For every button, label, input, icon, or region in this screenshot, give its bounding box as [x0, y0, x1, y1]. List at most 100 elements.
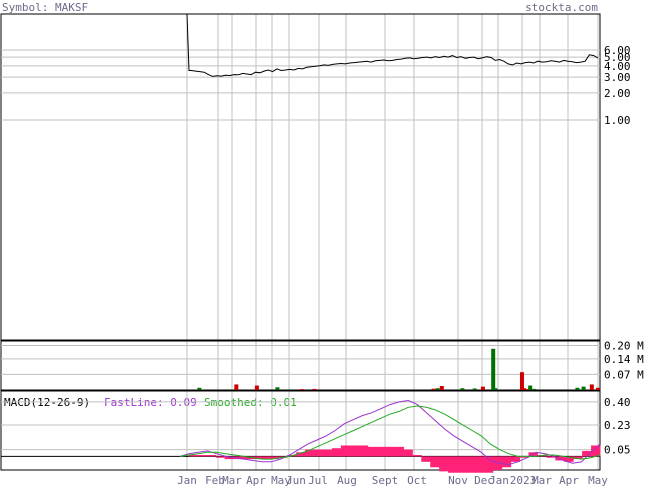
x-tick-label: May: [588, 474, 608, 486]
macd-histogram-bar: [564, 456, 574, 462]
macd-histogram-bar: [430, 456, 440, 468]
macd-histogram-bar: [331, 448, 342, 457]
x-tick-label: Feb: [205, 474, 225, 486]
price-tick-label: 6.00: [604, 44, 631, 57]
volume-bar: [431, 388, 436, 390]
macd-histogram-bar: [403, 449, 413, 457]
macd-smoothed-line: [179, 405, 601, 460]
macd-histogram-bar: [510, 456, 521, 462]
volume-bar: [254, 385, 259, 390]
volume-bar: [575, 387, 580, 390]
macd-histogram-bar: [483, 456, 494, 473]
macd-title: MACD(12-26-9): [4, 396, 90, 409]
volume-bar: [300, 389, 305, 390]
macd-histogram-bar: [215, 456, 226, 458]
symbol-label: Symbol: MAKSF: [2, 1, 88, 14]
macd-histogram-bar: [465, 456, 476, 473]
macd-histogram-bar: [242, 456, 252, 460]
volume-bar: [589, 384, 594, 390]
macd-histogram-bar: [224, 456, 235, 460]
macd-tick-label: 0.40: [604, 396, 631, 409]
x-tick-label: Oct: [407, 474, 427, 486]
macd-histogram-bar: [188, 455, 199, 457]
volume-bar: [460, 388, 465, 390]
price-series-line: [186, 13, 599, 77]
macd-histogram-bar: [546, 456, 556, 458]
volume-panel: 0.20 M0.14 M 0.07 M: [0, 339, 644, 391]
volume-bar: [480, 386, 485, 390]
macd-histogram-bar: [322, 449, 333, 457]
volume-bar: [472, 388, 477, 390]
macd-histogram-bar: [573, 456, 583, 460]
price-tick-label: 3.00: [604, 71, 631, 84]
macd-histogram-bar: [385, 446, 395, 457]
volume-frame: [0, 340, 601, 391]
x-tick-label: Jun: [286, 474, 306, 486]
macd-histogram-bar: [367, 446, 378, 457]
x-tick-label: Apr: [559, 474, 579, 486]
volume-tick-label: 0.07 M: [604, 368, 644, 381]
site-label[interactable]: stockta.com: [525, 1, 598, 14]
volume-tick-label: 0.14 M: [604, 353, 644, 366]
price-tick-label: 4.00: [604, 60, 631, 73]
volume-bar: [439, 385, 444, 390]
macd-histogram-bar: [474, 456, 485, 473]
macd-histogram-bar: [314, 449, 324, 457]
volume-bar: [493, 388, 498, 390]
macd-histogram-bar: [501, 456, 512, 468]
macd-histogram-bar: [519, 456, 530, 458]
macd-histogram-bar: [421, 456, 431, 462]
volume-bar: [275, 387, 280, 390]
x-tick-label: Sept: [372, 474, 399, 486]
x-tick-label: Dec: [474, 474, 494, 486]
volume-bar: [532, 388, 537, 390]
macd-histogram-bar: [457, 456, 467, 473]
macd-histogram-bar: [340, 445, 351, 457]
macd-histogram-bar: [591, 445, 601, 457]
macd-histogram-bar: [412, 455, 422, 457]
volume-bar: [519, 372, 524, 390]
volume-bar: [435, 388, 440, 390]
macd-histogram-bar: [206, 455, 217, 457]
volume-bar: [596, 387, 600, 390]
x-tick-label: Mar: [222, 474, 242, 486]
volume-bar: [312, 388, 317, 390]
price-tick-label: 5.00: [604, 51, 631, 64]
macd-histogram-bar: [296, 452, 306, 457]
macd-histogram-bar: [439, 456, 449, 472]
price-frame: [0, 13, 601, 341]
macd-histogram-bar: [358, 445, 369, 457]
x-tick-label: Nov: [448, 474, 468, 486]
volume-bar: [522, 388, 527, 390]
x-tick-label: Jan: [177, 474, 197, 486]
macd-panel: MACD(12-26-9) FastLine: 0.09 Smoothed: 0…: [0, 390, 631, 473]
volume-bar: [526, 389, 531, 390]
macd-histogram-bar: [448, 456, 458, 473]
macd-histogram-bar: [260, 456, 270, 460]
price-tick-label: 1.00: [604, 114, 631, 127]
x-tick-label: Aug: [337, 474, 357, 486]
macd-tick-label: 0.05: [604, 444, 631, 457]
macd-histogram-bar: [394, 446, 404, 457]
macd-smooth-label: Smoothed: 0.01: [204, 396, 297, 409]
x-tick-label: Apr: [246, 474, 266, 486]
macd-histogram-bar: [305, 449, 315, 457]
volume-bar: [581, 386, 586, 390]
macd-tick-label: 0.23: [604, 419, 631, 432]
x-tick-label: 2023: [510, 474, 537, 486]
price-panel: 6.005.004.003.00 2.00 1.00: [0, 13, 631, 341]
macd-histogram-bar: [582, 450, 592, 457]
volume-bar: [491, 348, 496, 390]
macd-histogram-bar: [349, 445, 360, 457]
volume-bar: [234, 384, 239, 390]
volume-bar: [230, 389, 235, 390]
x-tick-label: Jul: [308, 474, 328, 486]
x-tick-label: Mar: [532, 474, 552, 486]
macd-fast-label: FastLine: 0.09: [104, 396, 197, 409]
macd-histogram-bar: [376, 446, 387, 457]
price-tick-label: 2.00: [604, 87, 631, 100]
volume-bar: [528, 385, 533, 390]
x-tick-label: May: [271, 474, 291, 486]
